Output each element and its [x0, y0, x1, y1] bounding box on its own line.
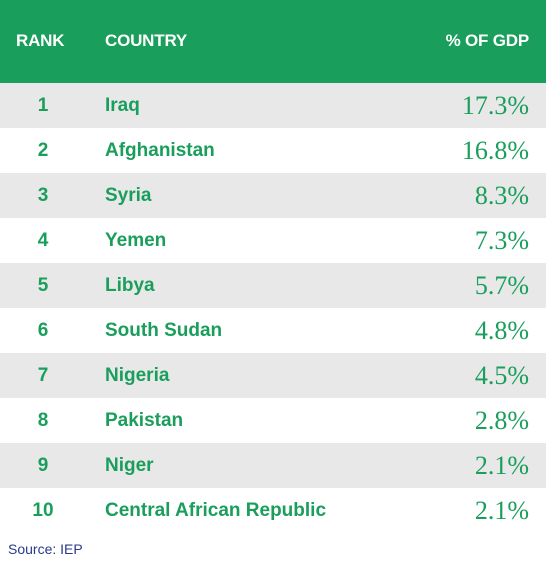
country-cell: Libya [105, 275, 155, 296]
gdp-percent-cell: 2.1% [474, 451, 529, 480]
rank-cell: 2 [37, 140, 49, 161]
country-cell: Nigeria [105, 365, 170, 386]
table-row: 7 Nigeria 4.5% [0, 353, 546, 398]
rank-cell: 1 [37, 95, 49, 116]
rank-cell: 5 [37, 275, 49, 296]
country-cell: Central African Republic [105, 500, 327, 521]
table-row: 4 Yemen 7.3% [0, 218, 546, 263]
source-note: Source: IEP [8, 541, 83, 557]
country-cell: South Sudan [105, 320, 223, 341]
table-row: 10 Central African Republic 2.1% [0, 488, 546, 533]
rank-cell: 8 [37, 410, 49, 431]
table-row: 6 South Sudan 4.8% [0, 308, 546, 353]
rank-cell: 4 [37, 230, 49, 251]
country-cell: Niger [105, 455, 154, 476]
country-cell: Iraq [105, 95, 140, 116]
rank-cell: 3 [37, 185, 49, 206]
table-header: RANK COUNTRY % OF GDP [0, 0, 546, 83]
gdp-percent-cell: 2.1% [474, 496, 529, 525]
table-body: 1 Iraq 17.3% 2 Afghanistan 16.8% 3 Syria… [0, 83, 546, 533]
gdp-percent-cell: 4.5% [474, 361, 529, 390]
rank-cell: 6 [37, 320, 49, 341]
table-row: 2 Afghanistan 16.8% [0, 128, 546, 173]
rank-cell: 7 [37, 365, 49, 386]
gdp-percent-cell: 2.8% [474, 406, 529, 435]
gdp-percent-cell: 7.3% [474, 226, 529, 255]
header-rank: RANK [16, 31, 65, 50]
table-row: 1 Iraq 17.3% [0, 83, 546, 128]
gdp-percent-cell: 16.8% [461, 136, 529, 165]
country-cell: Syria [105, 185, 152, 206]
table-row: 3 Syria 8.3% [0, 173, 546, 218]
country-cell: Afghanistan [105, 140, 215, 161]
header-gdp-percent: % OF GDP [445, 31, 530, 50]
gdp-percent-cell: 5.7% [474, 271, 529, 300]
gdp-percent-cell: 17.3% [461, 91, 529, 120]
country-cell: Pakistan [105, 410, 184, 431]
country-cell: Yemen [105, 230, 167, 251]
table-row: 9 Niger 2.1% [0, 443, 546, 488]
rank-cell: 10 [32, 500, 54, 521]
table-row: 5 Libya 5.7% [0, 263, 546, 308]
rank-cell: 9 [37, 455, 49, 476]
header-country: COUNTRY [105, 31, 188, 50]
gdp-percent-cell: 8.3% [474, 181, 529, 210]
gdp-percent-cell: 4.8% [474, 316, 529, 345]
table-row: 8 Pakistan 2.8% [0, 398, 546, 443]
